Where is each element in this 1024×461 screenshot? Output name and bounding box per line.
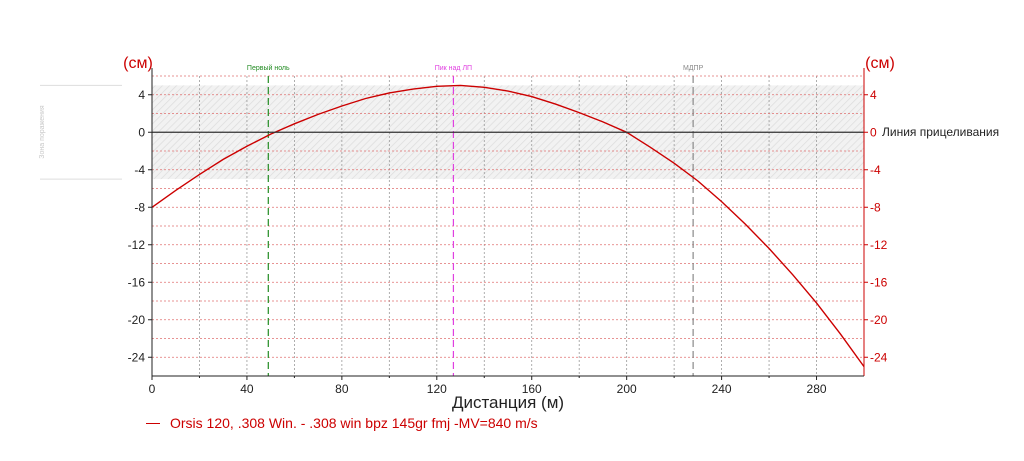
legend-entry: Orsis 120, .308 Win. - .308 win bpz 145g…	[170, 415, 538, 431]
y-tick-label-right: 4	[870, 88, 877, 102]
y-tick-label-left: 4	[138, 88, 145, 102]
x-tick-label: 240	[712, 382, 732, 396]
x-tick-label: 160	[522, 382, 542, 396]
y-axis-unit-left: (см)	[123, 55, 153, 72]
marker-label: МДПР	[683, 65, 704, 72]
x-tick-label: 0	[149, 382, 156, 396]
y-tick-label-right: -8	[870, 200, 881, 214]
y-tick-label-right: -16	[870, 275, 888, 289]
y-tick-label-right: -4	[870, 163, 881, 177]
legend: Orsis 120, .308 Win. - .308 win bpz 145g…	[146, 415, 538, 431]
y-tick-label-right: -20	[870, 313, 888, 327]
y-tick-label-left: -24	[128, 350, 146, 364]
y-tick-label-left: -20	[128, 313, 146, 327]
kill-zone-label: Зона поражения	[39, 105, 46, 159]
y-tick-label-right: -24	[870, 350, 888, 364]
marker-label: Первый ноль	[247, 64, 290, 72]
x-tick-label: 280	[807, 382, 827, 396]
marker-label: Пик над ЛП	[435, 65, 472, 72]
grid-layer	[152, 75, 864, 376]
y-tick-label-left: -16	[128, 275, 146, 289]
y-tick-label-right: -12	[870, 238, 888, 252]
x-tick-label: 120	[427, 382, 447, 396]
y-tick-label-left: 0	[138, 125, 145, 139]
y-tick-label-left: -4	[134, 163, 145, 177]
trajectory-series	[151, 84, 865, 368]
x-tick-label: 200	[617, 382, 637, 396]
y-tick-label-right: 0	[870, 125, 877, 139]
y-axis-unit-right: (см)	[865, 55, 895, 72]
marker-layer: Первый ноль Пик над ЛП МДПР	[247, 64, 704, 376]
line-of-sight-label: Линия прицеливания	[882, 125, 999, 139]
legend-swatch	[146, 422, 160, 424]
series-layer	[151, 84, 865, 368]
y-tick-label-left: -8	[134, 200, 145, 214]
x-axis-title: Дистанция (м)	[452, 393, 564, 412]
y-tick-label-left: -12	[128, 238, 146, 252]
x-tick-label: 80	[335, 382, 349, 396]
x-tick-label: 40	[240, 382, 254, 396]
